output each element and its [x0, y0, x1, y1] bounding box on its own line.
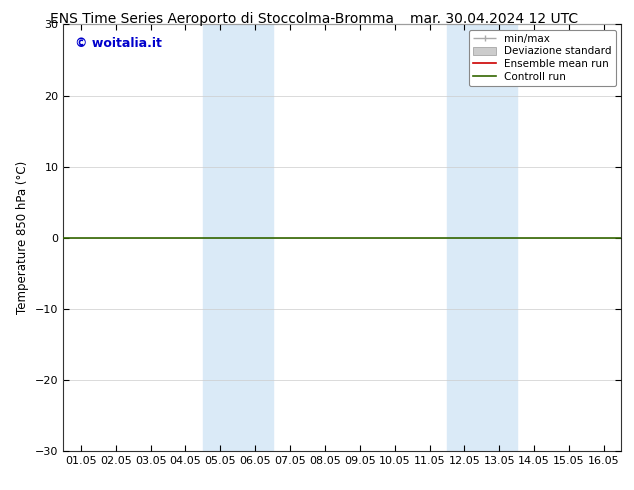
Bar — [203, 24, 273, 451]
Legend: min/max, Deviazione standard, Ensemble mean run, Controll run: min/max, Deviazione standard, Ensemble m… — [469, 30, 616, 86]
Y-axis label: Temperature 850 hPa (°C): Temperature 850 hPa (°C) — [16, 161, 30, 314]
Text: © woitalia.it: © woitalia.it — [75, 37, 162, 50]
Text: ENS Time Series Aeroporto di Stoccolma-Bromma: ENS Time Series Aeroporto di Stoccolma-B… — [50, 12, 394, 26]
Text: mar. 30.04.2024 12 UTC: mar. 30.04.2024 12 UTC — [410, 12, 579, 26]
Bar — [447, 24, 517, 451]
